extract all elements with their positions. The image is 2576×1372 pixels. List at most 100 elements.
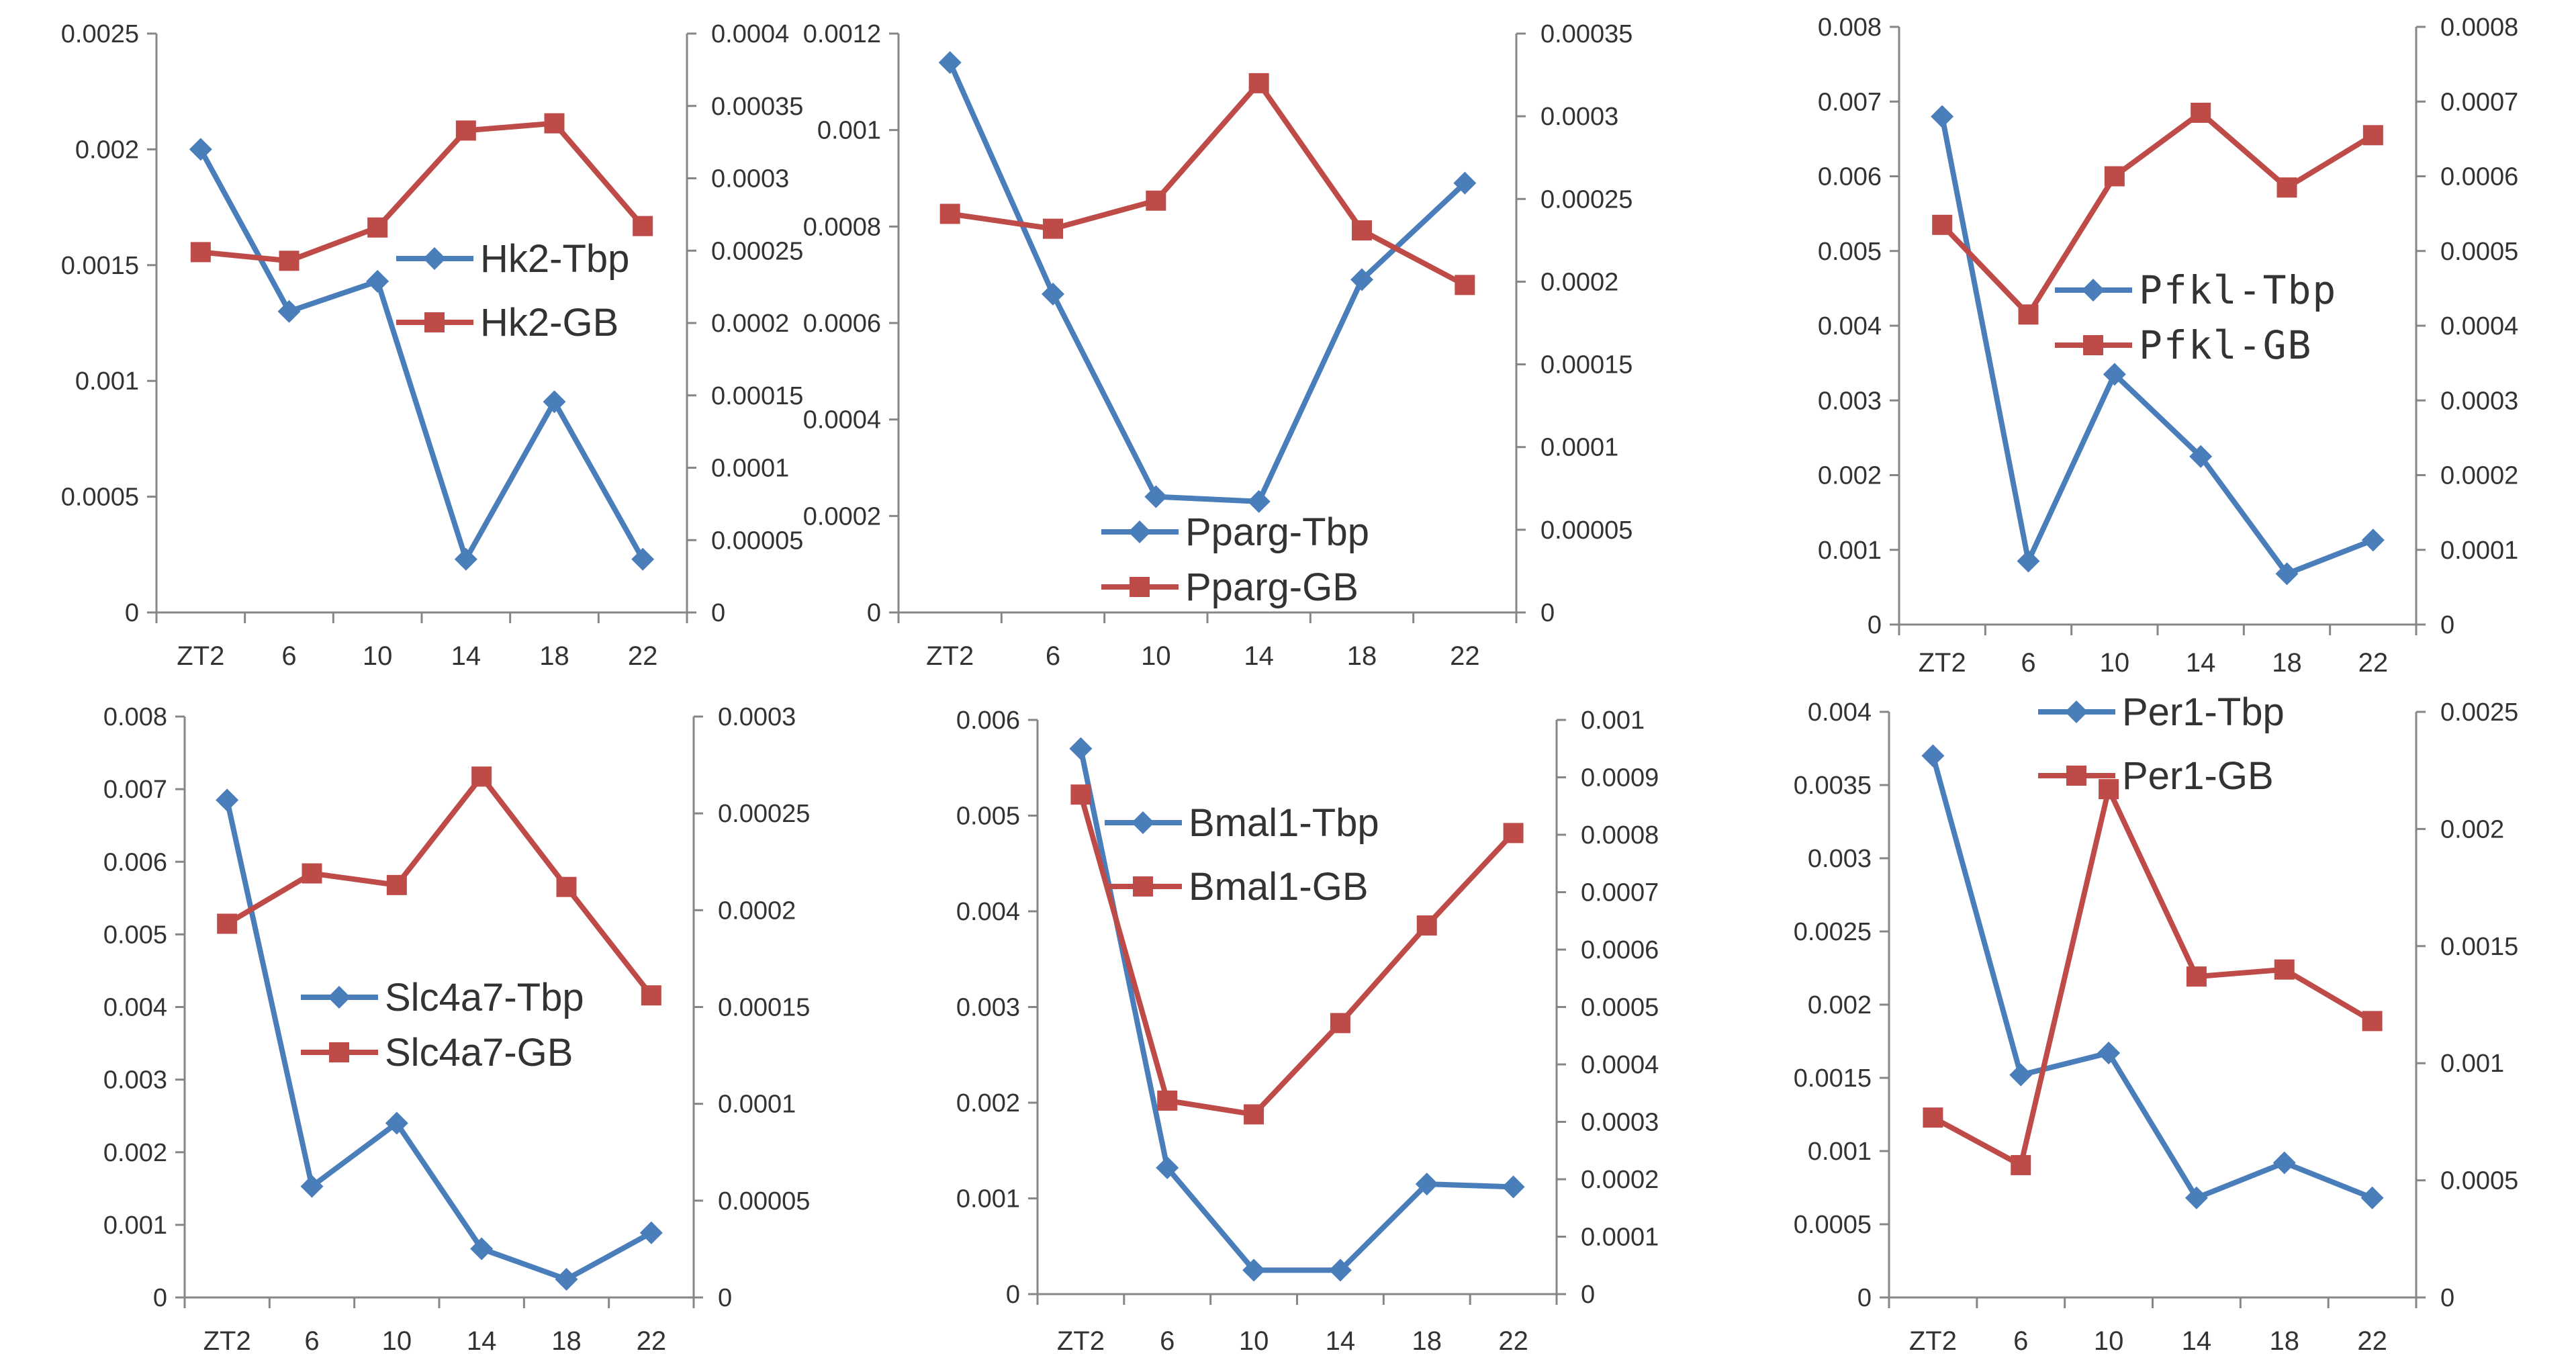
- y-left-tick-label: 0.0008: [803, 213, 881, 241]
- y-left-tick-label: 0.001: [103, 1211, 167, 1240]
- legend-label: Hk2-Tbp: [480, 237, 629, 281]
- y-right-tick-label: 0.0006: [1581, 936, 1659, 964]
- series-line-Hk2-GB: [200, 120, 645, 264]
- y-left-tick-label: 0.001: [956, 1185, 1020, 1214]
- y-left-tick-label: 0: [1868, 611, 1882, 639]
- y-left-tick-label: 0: [125, 599, 139, 627]
- x-tick-label: ZT2: [203, 1326, 251, 1356]
- x-tick-label: ZT2: [1057, 1326, 1105, 1356]
- y-right-tick-label: 0.0003: [718, 703, 796, 731]
- x-tick-label: 22: [1450, 641, 1480, 671]
- legend-label: Pfkl-Tbp: [2139, 267, 2337, 313]
- data-point-Bmal1-Tbp: [1156, 1156, 1179, 1179]
- y-right-tick-label: 0.0002: [2440, 462, 2518, 490]
- data-point-Bmal1-GB: [1330, 1013, 1350, 1034]
- y-right-tick-label: 0.0004: [2440, 312, 2518, 340]
- y-right-tick-label: 0.00025: [718, 800, 810, 828]
- y-right-tick-label: 0.0008: [2440, 13, 2518, 42]
- x-tick-label: 22: [2358, 648, 2389, 678]
- data-point-Slc4a7-GB: [386, 874, 407, 895]
- y-left-tick-label: 0.004: [103, 994, 167, 1022]
- y-right-tick-label: 0.00015: [711, 382, 803, 410]
- data-point-Pparg-Tbp: [1144, 485, 1168, 508]
- data-point-Per1-Tbp: [2360, 1186, 2384, 1209]
- y-right-tick-label: 0.0007: [2440, 88, 2518, 116]
- legend-marker: [328, 986, 351, 1009]
- y-right-tick-label: 0.00025: [1540, 185, 1632, 214]
- y-left-tick-label: 0.008: [103, 703, 167, 731]
- data-point-Pparg-Tbp: [1247, 490, 1271, 513]
- data-point-Per1-GB: [2274, 959, 2295, 980]
- data-point-Slc4a7-GB: [302, 863, 322, 884]
- x-tick-label: ZT2: [926, 641, 974, 671]
- x-tick-label: 6: [2013, 1326, 2028, 1356]
- x-tick-label: 18: [1347, 641, 1377, 671]
- x-tick-label: 6: [281, 641, 296, 671]
- y-right-tick-label: 0: [2440, 1284, 2454, 1312]
- x-tick-label: ZT2: [177, 641, 224, 671]
- series-line-Slc4a7-GB: [226, 774, 653, 997]
- data-point-Bmal1-GB: [1416, 915, 1437, 936]
- y-left-tick-label: 0.002: [1808, 991, 1872, 1019]
- data-point-Pparg-Tbp: [1350, 268, 1373, 291]
- data-point-Pfkl-GB: [2276, 177, 2297, 198]
- data-point-Pfkl-GB: [2104, 166, 2125, 187]
- x-tick-label: 18: [539, 641, 569, 671]
- series-line-Per1-Tbp: [1930, 755, 2374, 1201]
- y-right-tick-label: 0.0003: [2440, 387, 2518, 415]
- data-point-Slc4a7-GB: [556, 876, 577, 897]
- y-right-tick-label: 0.0004: [711, 20, 789, 48]
- y-left-tick-label: 0.0005: [1794, 1211, 1872, 1239]
- data-point-Per1-Tbp: [1921, 744, 1945, 768]
- x-tick-label: 6: [304, 1326, 319, 1356]
- data-point-Slc4a7-Tbp: [639, 1221, 663, 1244]
- data-point-Slc4a7-Tbp: [555, 1267, 578, 1291]
- x-tick-label: 14: [1326, 1326, 1356, 1356]
- data-point-Slc4a7-Tbp: [470, 1237, 494, 1261]
- data-point-Per1-GB: [2011, 1154, 2031, 1175]
- series-line-Per1-GB: [1931, 786, 2374, 1168]
- x-tick-label: 22: [1498, 1326, 1528, 1356]
- legend-label: Pparg-Tbp: [1185, 510, 1369, 554]
- x-tick-label: 10: [2094, 1326, 2124, 1356]
- series-line-Pfkl-Tbp: [1939, 116, 2375, 577]
- data-point-Pparg-GB: [939, 203, 960, 224]
- legend-label: Bmal1-GB: [1189, 865, 1369, 909]
- data-point-Bmal1-Tbp: [1415, 1173, 1438, 1196]
- y-right-tick-label: 0.0004: [1581, 1051, 1659, 1079]
- data-point-Hk2-GB: [455, 120, 476, 141]
- x-tick-label: 10: [382, 1326, 412, 1356]
- y-right-tick-label: 0.0002: [1581, 1166, 1659, 1194]
- y-left-tick-label: 0.003: [103, 1066, 167, 1095]
- y-left-tick-label: 0.001: [1808, 1138, 1872, 1166]
- y-left-tick-label: 0.0005: [61, 484, 139, 512]
- x-tick-label: 14: [2182, 1326, 2212, 1356]
- x-tick-label: 10: [2100, 648, 2130, 678]
- data-point-Per1-Tbp: [2097, 1041, 2121, 1064]
- data-point-Bmal1-Tbp: [1242, 1259, 1266, 1282]
- data-point-Slc4a7-GB: [217, 913, 238, 934]
- chart-panel-1: 0 0.0005 0.001 0.0015 0.002 0.0025 0 0.00005 0.0…: [61, 20, 804, 671]
- y-left-tick-label: 0.0002: [803, 502, 881, 531]
- data-point-Slc4a7-Tbp: [385, 1111, 408, 1135]
- data-point-Hk2-GB: [279, 250, 300, 271]
- y-left-tick-label: 0.0006: [803, 310, 881, 338]
- y-left-tick-label: 0: [1006, 1281, 1020, 1309]
- y-left-tick-label: 0.008: [1818, 13, 1882, 42]
- legend-marker: [1132, 811, 1154, 834]
- data-point-Slc4a7-GB: [641, 985, 661, 1006]
- y-right-tick-label: 0: [2440, 611, 2454, 639]
- y-right-tick-label: 0.00005: [718, 1187, 810, 1216]
- y-left-tick-label: 0.004: [956, 898, 1020, 926]
- series-line-Bmal1-GB: [1078, 794, 1516, 1117]
- y-left-tick-label: 0.006: [1818, 163, 1882, 191]
- x-tick-label: 10: [1141, 641, 1171, 671]
- data-point-Pparg-GB: [1455, 275, 1475, 295]
- y-right-tick-label: 0.0001: [1581, 1224, 1659, 1252]
- data-point-Pparg-GB: [1248, 73, 1269, 93]
- x-tick-label: 6: [1046, 641, 1060, 671]
- data-point-Pfkl-GB: [2362, 125, 2383, 146]
- data-point-Hk2-Tbp: [366, 269, 389, 293]
- y-left-tick-label: 0.0015: [61, 252, 139, 280]
